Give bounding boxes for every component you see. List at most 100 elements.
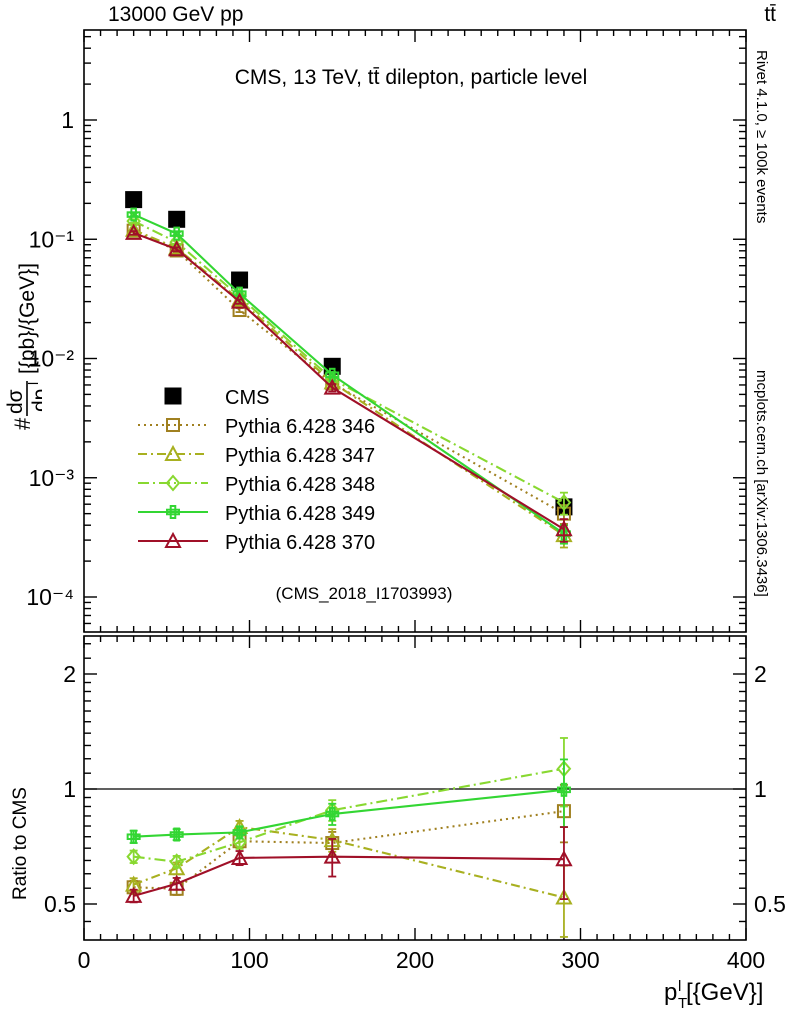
ratio-point-Pythia-6-428-349 [236,825,243,840]
ratio-point-Pythia-6-428-370 [168,874,186,891]
data-point-Pythia-6-428-370 [555,520,573,537]
ratio-point-Pythia-6-428-348 [126,848,141,866]
ratio-line-Pythia-6-428-346 [133,810,565,890]
data-point-Pythia-6-428-349 [556,530,571,537]
x-tick-label: 0 [78,947,91,973]
legend-label-3: Pythia 6.428 348 [225,474,375,496]
y-tick-label-ratio: 2 [63,661,76,687]
series-line-Pythia-6-428-346 [133,229,565,515]
data-point-Pythia-6-428-347 [168,238,186,255]
data-point-Pythia-6-428-370 [168,240,186,257]
data-point-Pythia-6-428-348 [556,493,572,512]
data-point-Pythia-6-428-349 [130,207,137,222]
ratio-line-Pythia-6-428-370 [133,855,564,897]
x-tick-label: 400 [727,947,765,973]
data-point-Pythia-6-428-370 [124,223,143,240]
y-tick-label-ratio: 0.5 [44,891,76,917]
data-point-Pythia-6-428-370 [323,378,341,395]
ratio-point-Pythia-6-428-349 [560,782,568,797]
ratio-point-Pythia-6-428-349 [325,810,340,818]
legend-label-4: Pythia 6.428 349 [225,503,375,525]
ratio-point-Pythia-6-428-347 [230,817,249,835]
data-point-Pythia-6-428-347 [230,290,249,307]
data-point-Pythia-6-428-349 [169,230,184,237]
ratio-axis-title-text: Ratio to CMS [10,787,31,900]
ratio-point-Pythia-6-428-346 [126,880,141,895]
y-axis-denominator-sub: T [39,376,42,385]
legend-marker-2 [164,444,182,461]
x-axis-title-sub: T [678,995,687,1012]
main-panel-frame [83,29,747,633]
y-tick-label-main: 10⁻³ [29,465,75,491]
data-point-Pythia-6-428-347 [124,220,143,237]
data-point-CMS [231,271,249,289]
ratio-point-Pythia-6-428-370 [555,850,573,867]
ratio-axis-title-svg: Ratio to CMS [10,787,31,900]
x-tick-label: 100 [230,947,268,973]
ratio-point-Pythia-6-428-346 [325,836,340,851]
ratio-point-Pythia-6-428-349 [556,786,571,794]
data-point-Pythia-6-428-346 [126,223,141,238]
y-axis-numerator: dσ [4,389,27,414]
data-point-Pythia-6-428-349 [328,367,336,382]
legend-marker-1 [166,418,180,432]
x-axis-title-unit: [{GeV}] [686,979,763,1006]
data-point-Pythia-6-428-348 [169,233,184,251]
ratio-point-Pythia-6-428-370 [124,886,143,903]
data-point-Pythia-6-428-348 [232,288,247,306]
y-tick-label-ratio-right: 0.5 [754,891,786,917]
x-tick-label: 300 [561,947,599,973]
data-point-Pythia-6-428-349 [232,290,247,297]
ratio-point-Pythia-6-428-349 [169,831,184,838]
ratio-point-Pythia-6-428-347 [323,830,341,848]
y-axis-denominator: dp [29,389,42,412]
y-tick-label-main: 1 [61,107,74,133]
data-point-CMS [323,357,341,375]
analysis-watermark: (CMS_2018_I1703993) [84,584,644,604]
data-point-Pythia-6-428-349 [236,286,243,301]
x-axis-title-sup: l [678,978,681,995]
data-point-Pythia-6-428-346 [556,506,571,521]
y-axis-unit: [{pb}/{GeV}] [16,263,39,374]
plot-title: CMS, 13 TeV, tt̄ dilepton, particle leve… [84,66,738,90]
legend-marker-4 [169,505,177,519]
data-point-Pythia-6-428-349 [325,371,340,379]
ratio-point-Pythia-6-428-370 [323,847,341,864]
legend-label-1: Pythia 6.428 346 [225,416,375,438]
data-point-Pythia-6-428-347 [555,526,573,543]
legend-marker-5 [164,531,182,548]
ratio-point-Pythia-6-428-349 [130,829,137,844]
data-point-Pythia-6-428-348 [324,370,340,388]
ratio-point-Pythia-6-428-370 [230,848,249,865]
legend-label-5: Pythia 6.428 370 [225,532,375,554]
rivet-version-text: Rivet 4.1.0, ≥ 100k events [753,50,770,224]
data-point-Pythia-6-428-349 [173,226,180,241]
ratio-line-Pythia-6-428-349 [133,788,565,838]
ratio-point-Pythia-6-428-346 [169,881,184,896]
data-point-Pythia-6-428-346 [325,376,340,391]
header-row: 13000 GeV pp tt̄ [0,0,786,30]
header-beam-label: 13000 GeV pp [108,3,244,26]
ratio-point-Pythia-6-428-347 [168,859,186,876]
data-point-Pythia-6-428-348 [126,212,141,230]
legend-marker-4 [166,508,180,516]
y-axis-denominator-sup: l [25,382,41,385]
header-process-label: tt̄ [764,3,776,26]
y-tick-label-ratio: 1 [63,776,76,802]
ratio-point-Pythia-6-428-346 [232,834,247,849]
series-line-Pythia-6-428-370 [133,231,565,531]
data-point-Pythia-6-428-346 [232,303,247,318]
x-tick-label: 200 [396,947,434,973]
y-axis-hash: # [10,417,35,430]
y-axis-title-svg: # dσ dp T l [{pb}/{GeV}] [4,263,42,430]
ratio-line-Pythia-6-428-347 [133,825,565,899]
plot-title-text: CMS, 13 TeV, tt̄ dilepton, particle leve… [234,66,588,89]
analysis-watermark-text: (CMS_2018_I1703993) [275,584,453,603]
data-point-CMS [168,210,186,228]
ratio-line-Pythia-6-428-348 [133,767,565,863]
y-tick-label-ratio-right: 1 [754,776,767,802]
legend-label-0: CMS [225,387,269,409]
ratio-point-Pythia-6-428-346 [556,804,571,819]
